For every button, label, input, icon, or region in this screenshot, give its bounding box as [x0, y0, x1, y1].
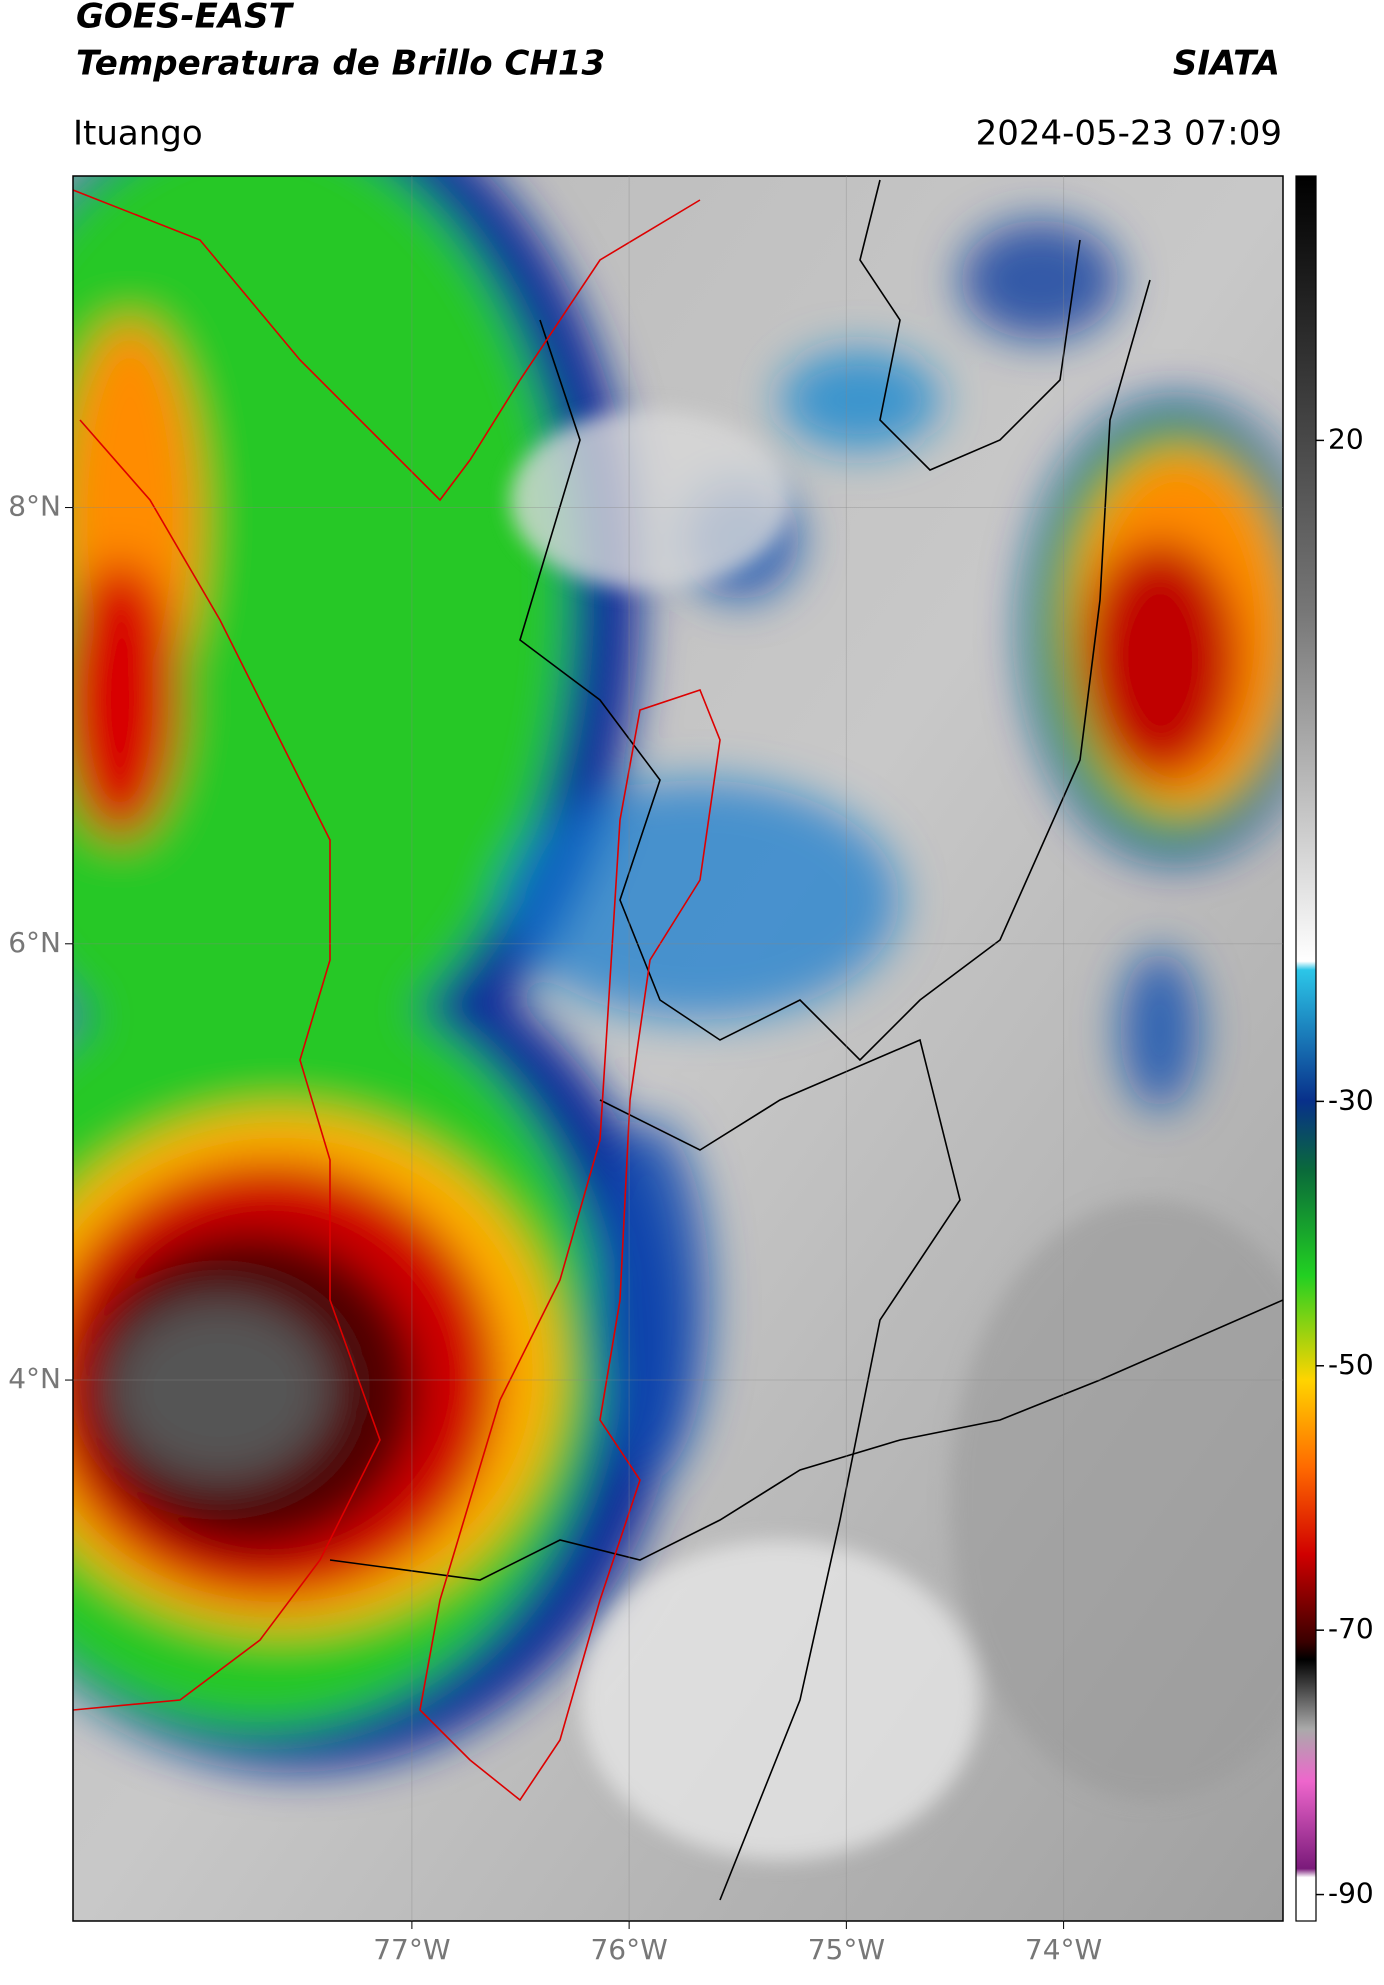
source: SIATA [1173, 44, 1280, 84]
map-image [73, 176, 1283, 1921]
y-tick-label: 4°N [8, 1362, 61, 1395]
subtitle: Temperatura de Brillo CH13 [76, 44, 605, 84]
x-tick-label: 75°W [808, 1933, 885, 1966]
y-tick-label: 6°N [8, 926, 61, 959]
colorbar [1295, 175, 1317, 1922]
x-tick-label: 76°W [590, 1933, 667, 1966]
colorbar-tick-label: -30 [1328, 1083, 1374, 1116]
colorbar-tick-label: -70 [1328, 1612, 1374, 1645]
x-tick-label: 77°W [373, 1933, 450, 1966]
x-tick-label: 74°W [1025, 1933, 1102, 1966]
y-tick-label: 8°N [8, 490, 61, 523]
colorbar-tick-label: 20 [1328, 422, 1364, 455]
colorbar-tick-label: -50 [1328, 1348, 1374, 1381]
title: GOES-EAST [76, 0, 295, 37]
colorbar-tick-label: -90 [1328, 1877, 1374, 1910]
location: Ituango [73, 114, 203, 154]
map-frame [72, 175, 1284, 1922]
ticks: 77°W 76°W 75°W 74°W 8°N 6°N 4°N 20 -30 -50 -70 -90 [8, 176, 1374, 1966]
datetime: 2024-05-23 07:09 [976, 114, 1282, 154]
